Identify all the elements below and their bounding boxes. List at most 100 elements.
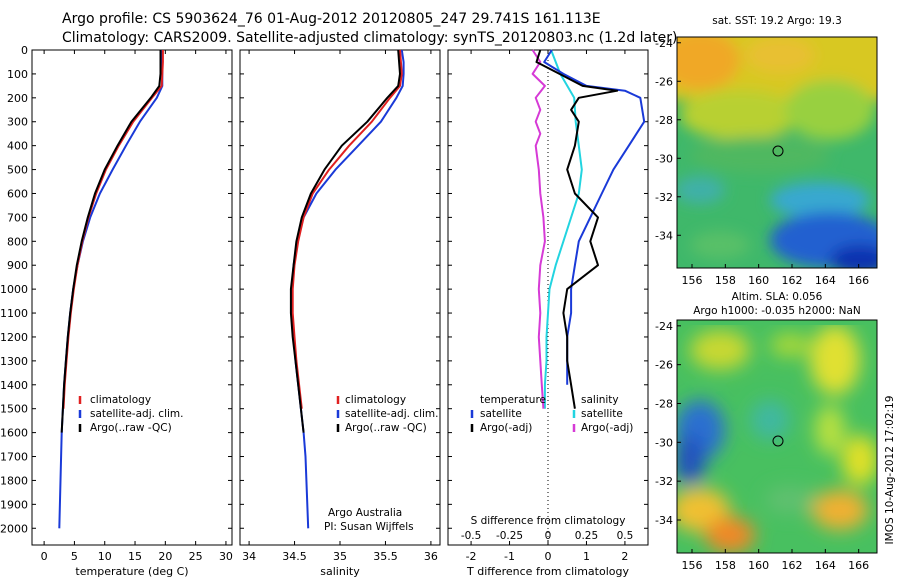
x-tick-label: -2	[466, 550, 477, 563]
salinity-panel: 34 34.5 35 35.5 36 climatology satellite-adj…	[239, 49, 441, 578]
depth-tick-label: 1400	[0, 379, 28, 392]
credit-line2: PI: Susan Wijffels	[324, 521, 414, 533]
temperature-legend: climatology satellite-adj. clim. Argo(..…	[78, 394, 183, 434]
depth-tick-label: 1200	[0, 331, 28, 344]
x-tick-label: 20	[158, 550, 172, 563]
temperature-xlabel: temperature (deg C)	[75, 565, 188, 578]
lat-tick-label: -32	[655, 475, 673, 488]
x-tick-label: 1	[583, 550, 590, 563]
lon-tick-label: 162	[782, 559, 803, 572]
lat-tick-label: -24	[655, 320, 673, 333]
x-tick-label: 36	[424, 550, 438, 563]
legend-climatology: climatology	[90, 394, 151, 406]
s-diff-tick-label: 0.25	[575, 530, 598, 542]
x-tick-label: -1	[504, 550, 515, 563]
salinity-line-2	[289, 49, 401, 433]
legend-temperature-satellite: satellite	[480, 408, 522, 420]
difference-xlabel: T difference from climatology	[466, 565, 629, 578]
legend-argo: Argo(..raw -QC)	[345, 422, 427, 434]
salinity-line-1	[290, 49, 405, 529]
salinity-xlabel: salinity	[320, 565, 360, 578]
lat-tick-label: -34	[655, 514, 673, 527]
s-diff-tick-label: 0.5	[617, 530, 634, 542]
lon-tick-label: 166	[848, 274, 869, 287]
lon-tick-label: 160	[748, 274, 769, 287]
depth-tick-label: 400	[7, 140, 28, 153]
sst-map-title: sat. SST: 19.2 Argo: 19.3	[712, 15, 842, 27]
salinity-satellite-diff-line	[543, 49, 583, 409]
x-tick-label: 25	[189, 550, 203, 563]
depth-tick-label: 500	[7, 164, 28, 177]
temperature-line-0	[62, 50, 164, 409]
legend-climatology: climatology	[345, 394, 406, 406]
legend-argo: Argo(..raw -QC)	[90, 422, 172, 434]
credit-line1: Argo Australia	[328, 507, 402, 519]
argo-location-marker	[772, 145, 784, 157]
imos-timestamp: IMOS 10-Aug-2012 17:02:19	[884, 396, 896, 545]
x-tick-label: 35.5	[373, 550, 398, 563]
legend-salinity-title: salinity	[581, 394, 619, 406]
legend-salinity-argo: Argo(-adj)	[581, 422, 633, 434]
salinity-argo-diff-line	[531, 49, 546, 409]
sla-field	[677, 320, 877, 553]
lat-tick-label: -34	[655, 229, 673, 242]
lat-tick-label: -30	[655, 152, 673, 165]
sla-map-title-line1: Altim. SLA: 0.056	[732, 291, 823, 303]
salinity-axes-box	[239, 49, 441, 546]
sla-map-title-line2: Argo h1000: -0.035 h2000: NaN	[693, 305, 861, 317]
lat-tick-label: -30	[655, 436, 673, 449]
depth-tick-label: 300	[7, 116, 28, 129]
x-tick-label: 10	[98, 550, 112, 563]
lat-tick-label: -26	[655, 75, 673, 88]
lon-tick-label: 166	[848, 559, 869, 572]
salinity-line-0	[291, 49, 403, 409]
legend-temperature-argo: Argo(-adj)	[480, 422, 532, 434]
depth-tick-label: 900	[7, 259, 28, 272]
lon-tick-label: 164	[815, 274, 836, 287]
salinity-lines	[289, 49, 405, 529]
x-tick-label: 34	[242, 550, 256, 563]
temperature-satellite-diff-line	[543, 49, 646, 385]
depth-tick-label: 0	[21, 44, 28, 57]
sst-map-axes: 156 158 160 162 164 166 -24 -26 -28 -30 -32 -34	[655, 37, 869, 287]
depth-tick-label: 1500	[0, 403, 28, 416]
lon-tick-label: 158	[715, 559, 736, 572]
x-tick-label: 0	[41, 550, 48, 563]
difference-panel: -2 -1 0 1 2 temperature satellite Argo(-adj)…	[447, 49, 649, 578]
sla-map-axes: 156 158 160 162 164 166 -24 -26 -28 -30 -32 -34	[655, 320, 869, 572]
x-tick-label: 2	[621, 550, 628, 563]
lat-tick-label: -28	[655, 114, 673, 127]
x-tick-label: 34.5	[282, 550, 307, 563]
x-tick-label: 0	[545, 550, 552, 563]
salinity-x-axis: 34 34.5 35 35.5 36	[242, 50, 438, 563]
lon-tick-label: 156	[682, 559, 703, 572]
temperature-axes-box	[31, 49, 233, 546]
difference-depth-ticks	[448, 49, 648, 529]
lon-tick-label: 164	[815, 559, 836, 572]
legend-temperature-title: temperature	[480, 394, 546, 406]
lon-tick-label: 160	[748, 559, 769, 572]
difference-x-axis: -2 -1 0 1 2	[466, 50, 628, 563]
header-line1: Argo profile: CS 5903624_76 01-Aug-2012 …	[62, 11, 601, 27]
salinity-difference-ticks: -0.5 -0.25 0 0.25 0.5	[461, 530, 633, 542]
s-diff-tick-label: -0.25	[496, 530, 523, 542]
depth-tick-label: 1700	[0, 451, 28, 464]
sst-map-frame	[676, 36, 878, 269]
legend-satellite: satellite-adj. clim.	[345, 408, 438, 420]
sst-map: sat. SST: 19.2 Argo: 19.3 156 158 160 162 16…	[655, 15, 878, 287]
lat-tick-label: -26	[655, 359, 673, 372]
difference-legend: temperature satellite Argo(-adj) salinit…	[470, 394, 633, 434]
depth-tick-label: 1300	[0, 355, 28, 368]
sst-field	[677, 37, 877, 268]
x-tick-label: 15	[128, 550, 142, 563]
x-tick-label: 35	[333, 550, 347, 563]
depth-tick-label: 2000	[0, 522, 28, 535]
depth-tick-label: 1100	[0, 307, 28, 320]
temperature-panel: 0100200300400500600700800900100011001200…	[0, 44, 233, 578]
depth-axis: 0 100 200 300 400 500 600 700 800 900 1000 1100 1200…	[0, 44, 232, 535]
sla-map: Altim. SLA: 0.056 Argo h1000: -0.035 h20…	[655, 291, 878, 572]
salinity-depth-ticks	[240, 49, 440, 529]
lon-tick-label: 156	[682, 274, 703, 287]
temperature-x-axis: 0 5 10 15 20 25 30	[41, 50, 233, 563]
